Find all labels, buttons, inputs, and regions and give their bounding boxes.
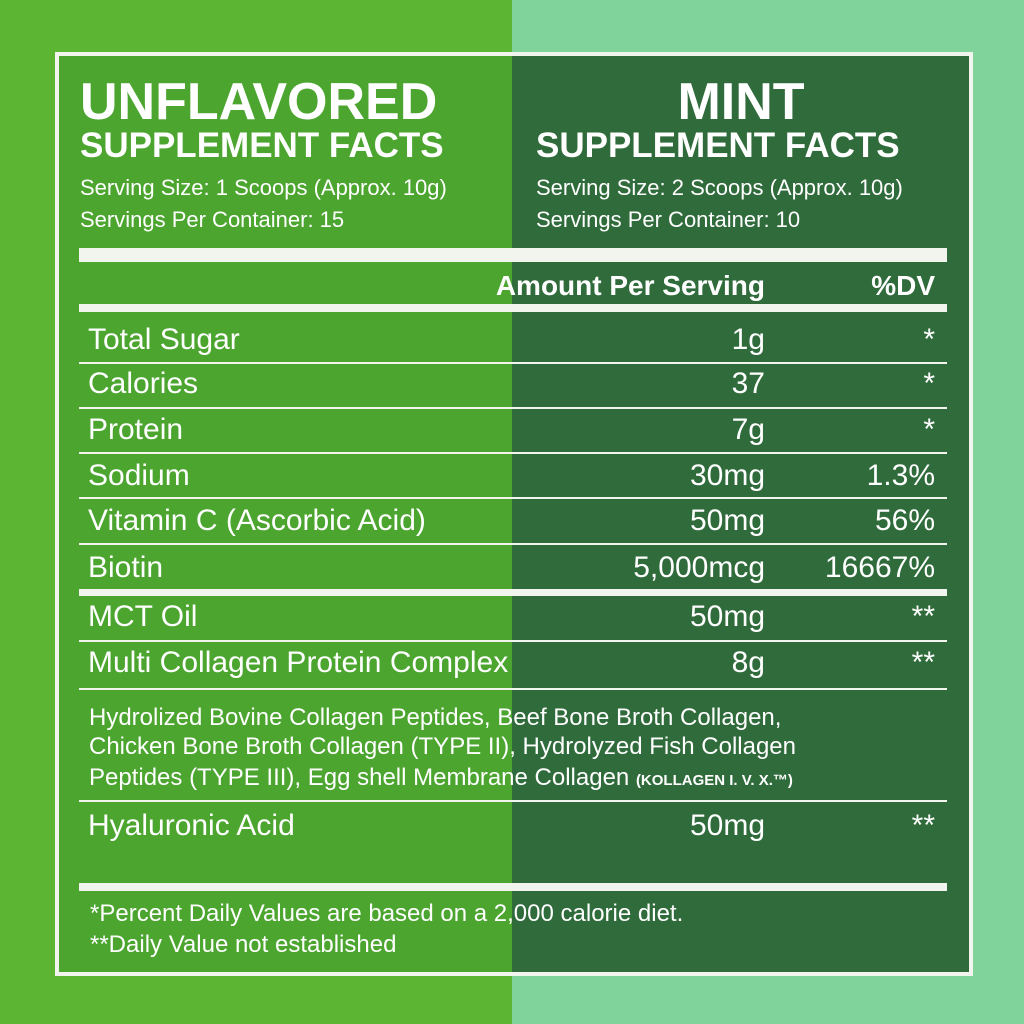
row-name: Biotin [88,551,164,584]
thin-rule [79,407,947,409]
facts-panel [55,52,973,976]
footnote: **Daily Value not established [90,931,397,958]
row-dv: 16667% [824,551,935,584]
thin-rule [79,640,947,642]
row-dv: * [923,367,935,400]
row-name: Calories [88,367,199,400]
left-servings: Servings Per Container: 15 [80,207,345,232]
description-line: Hydrolized Bovine Collagen Peptides, Bee… [89,704,782,731]
row-dv: ** [911,809,935,842]
row-name: Multi Collagen Protein Complex [88,646,509,679]
right-title: MINT [677,73,805,131]
thin-rule [79,688,947,690]
thick-rule [79,589,947,596]
row-amount: 50mg [689,809,765,842]
footnote: *Percent Daily Values are based on a 2,0… [90,900,684,927]
description-line: Peptides (TYPE III), Egg shell Membrane … [89,766,793,790]
thin-rule [79,800,947,802]
thin-rule [79,497,947,499]
right-servings: Servings Per Container: 10 [536,207,801,232]
row-name: Hyaluronic Acid [88,809,295,842]
row-amount: 8g [731,646,765,679]
description-text: Peptides (TYPE III), Egg shell Membrane … [89,764,630,791]
dv-header: %DV [871,270,935,301]
row-amount: 1g [731,323,765,356]
trademark: (KOLLAGEN I. V. X.™) [635,772,793,789]
row-dv: 56% [874,504,935,537]
row-amount: 7g [731,413,765,446]
row-dv: * [923,323,935,356]
row-dv: 1.3% [866,459,935,492]
row-dv: ** [911,646,935,679]
amount-header: Amount Per Serving [495,270,765,301]
row-amount: 50mg [689,600,765,633]
row-dv: ** [911,600,935,633]
thin-rule [79,362,947,364]
thin-rule [79,452,947,454]
row-amount: 50mg [689,504,765,537]
row-amount: 37 [731,367,765,400]
left-subtitle: SUPPLEMENT FACTS [80,126,444,165]
thick-rule [79,304,947,312]
right-subtitle: SUPPLEMENT FACTS [536,126,900,165]
row-dv: * [923,413,935,446]
thick-rule [79,248,947,262]
right-serving-size: Serving Size: 2 Scoops (Approx. 10g) [536,175,903,200]
row-name: Vitamin C (Ascorbic Acid) [88,504,426,537]
left-title: UNFLAVORED [80,73,438,131]
row-amount: 5,000mcg [633,551,765,584]
left-serving-size: Serving Size: 1 Scoops (Approx. 10g) [80,175,447,200]
row-name: MCT Oil [88,600,198,633]
row-name: Sodium [88,459,190,492]
row-amount: 30mg [689,459,765,492]
thin-rule [79,543,947,545]
row-name: Protein [88,413,184,446]
thick-rule [79,883,947,891]
description-line: Chicken Bone Broth Collagen (TYPE II), H… [89,733,796,760]
row-name: Total Sugar [88,323,240,356]
